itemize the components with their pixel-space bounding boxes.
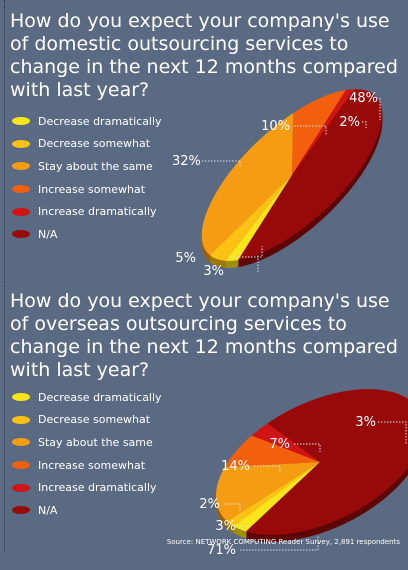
legend-label: N/A bbox=[38, 227, 58, 241]
legend-label: Decrease dramatically bbox=[38, 114, 162, 128]
legend-label: Stay about the same bbox=[38, 435, 153, 449]
data-label: 10% bbox=[261, 119, 290, 134]
legend-swatch bbox=[12, 117, 30, 126]
pie-slice-stay-about-the-same bbox=[201, 113, 294, 256]
legend-item-decrease-somewhat: Decrease somewhat bbox=[10, 133, 162, 156]
legend-label: Increase dramatically bbox=[38, 205, 157, 219]
data-label: 3% bbox=[203, 264, 224, 279]
legend-swatch bbox=[12, 207, 30, 216]
data-label-leader bbox=[230, 246, 263, 258]
pie-slice-decrease-dramatically bbox=[225, 175, 292, 261]
pie-slice-increase-dramatically bbox=[251, 423, 320, 462]
legend-label: Decrease dramatically bbox=[38, 390, 162, 404]
data-label-leader bbox=[240, 536, 319, 551]
data-label: 3% bbox=[355, 415, 376, 430]
legend-label: Increase somewhat bbox=[38, 458, 146, 472]
data-label-leader bbox=[294, 443, 321, 452]
data-label: 5% bbox=[175, 251, 196, 266]
chart-title: How do you expect your company's use of … bbox=[10, 290, 398, 381]
legend-item-decrease-somewhat: Decrease somewhat bbox=[10, 409, 162, 432]
legend-label: Decrease somewhat bbox=[38, 137, 151, 151]
divider-line bbox=[4, 0, 5, 282]
pie-slice-n-a bbox=[245, 389, 408, 535]
pie-slice-n-a bbox=[238, 89, 383, 261]
data-label: 7% bbox=[269, 437, 290, 452]
legend-label: Decrease somewhat bbox=[38, 413, 151, 427]
legend-swatch bbox=[12, 393, 30, 402]
legend-item-increase-somewhat: Increase somewhat bbox=[10, 454, 162, 477]
pie-slice-decrease-dramatically bbox=[233, 462, 320, 532]
legend-item-increase-dramatically: Increase dramatically bbox=[10, 200, 162, 223]
legend-item-stay-about-the-same: Stay about the same bbox=[10, 155, 162, 178]
pie-slice-stay-about-the-same bbox=[215, 462, 320, 522]
pie-slice-increase-somewhat bbox=[292, 89, 346, 175]
legend-label: N/A bbox=[38, 503, 58, 517]
legend-swatch bbox=[12, 162, 30, 171]
data-label: 32% bbox=[172, 154, 201, 169]
legend-swatch bbox=[12, 415, 30, 424]
legend-item-n-a: N/A bbox=[10, 499, 162, 522]
legend-item-increase-somewhat: Increase somewhat bbox=[10, 178, 162, 201]
legend-swatch bbox=[12, 230, 30, 239]
chart-legend: Decrease dramatically Decrease somewhat St… bbox=[10, 110, 162, 246]
pie-slice-decrease-somewhat bbox=[209, 175, 292, 261]
divider-line bbox=[4, 282, 5, 551]
pie-slice-decrease-somewhat bbox=[227, 462, 320, 527]
data-label-leader bbox=[362, 121, 367, 128]
legend-item-n-a: N/A bbox=[10, 223, 162, 246]
data-label-leader bbox=[202, 160, 241, 168]
legend-swatch bbox=[12, 139, 30, 148]
data-label-leader bbox=[254, 465, 281, 472]
pie-chart: 3% 5% 32% 10% 2% 48% bbox=[172, 89, 383, 279]
legend-item-decrease-dramatically: Decrease dramatically bbox=[10, 386, 162, 409]
legend-swatch bbox=[12, 461, 30, 470]
domestic-chart: How do you expect your company's use of … bbox=[0, 0, 408, 282]
data-label: 14% bbox=[221, 459, 250, 474]
legend-label: Stay about the same bbox=[38, 159, 153, 173]
legend-label: Increase somewhat bbox=[38, 182, 146, 196]
data-label: 2% bbox=[199, 497, 220, 512]
legend-swatch bbox=[12, 506, 30, 515]
legend-item-stay-about-the-same: Stay about the same bbox=[10, 431, 162, 454]
data-label-leader bbox=[224, 503, 241, 512]
data-label: 3% bbox=[215, 519, 236, 534]
legend-swatch bbox=[12, 185, 30, 194]
legend-swatch bbox=[12, 438, 30, 447]
data-label: 2% bbox=[339, 115, 360, 130]
chart-title: How do you expect your company's use of … bbox=[10, 10, 398, 101]
legend-item-decrease-dramatically: Decrease dramatically bbox=[10, 110, 162, 133]
overseas-chart: How do you expect your company's use of … bbox=[0, 282, 408, 558]
legend-item-increase-dramatically: Increase dramatically bbox=[10, 476, 162, 499]
legend-swatch bbox=[12, 483, 30, 492]
pie-slice-increase-somewhat bbox=[224, 435, 320, 467]
chart-legend: Decrease dramatically Decrease somewhat St… bbox=[10, 386, 162, 522]
legend-label: Increase dramatically bbox=[38, 481, 157, 495]
data-label: 48% bbox=[349, 91, 378, 106]
pie-chart: 3%2%14%7%3%71% bbox=[199, 389, 408, 558]
source-note: Source: NETWORK COMPUTING Reader Survey,… bbox=[166, 538, 400, 546]
data-label-leader bbox=[378, 421, 407, 444]
